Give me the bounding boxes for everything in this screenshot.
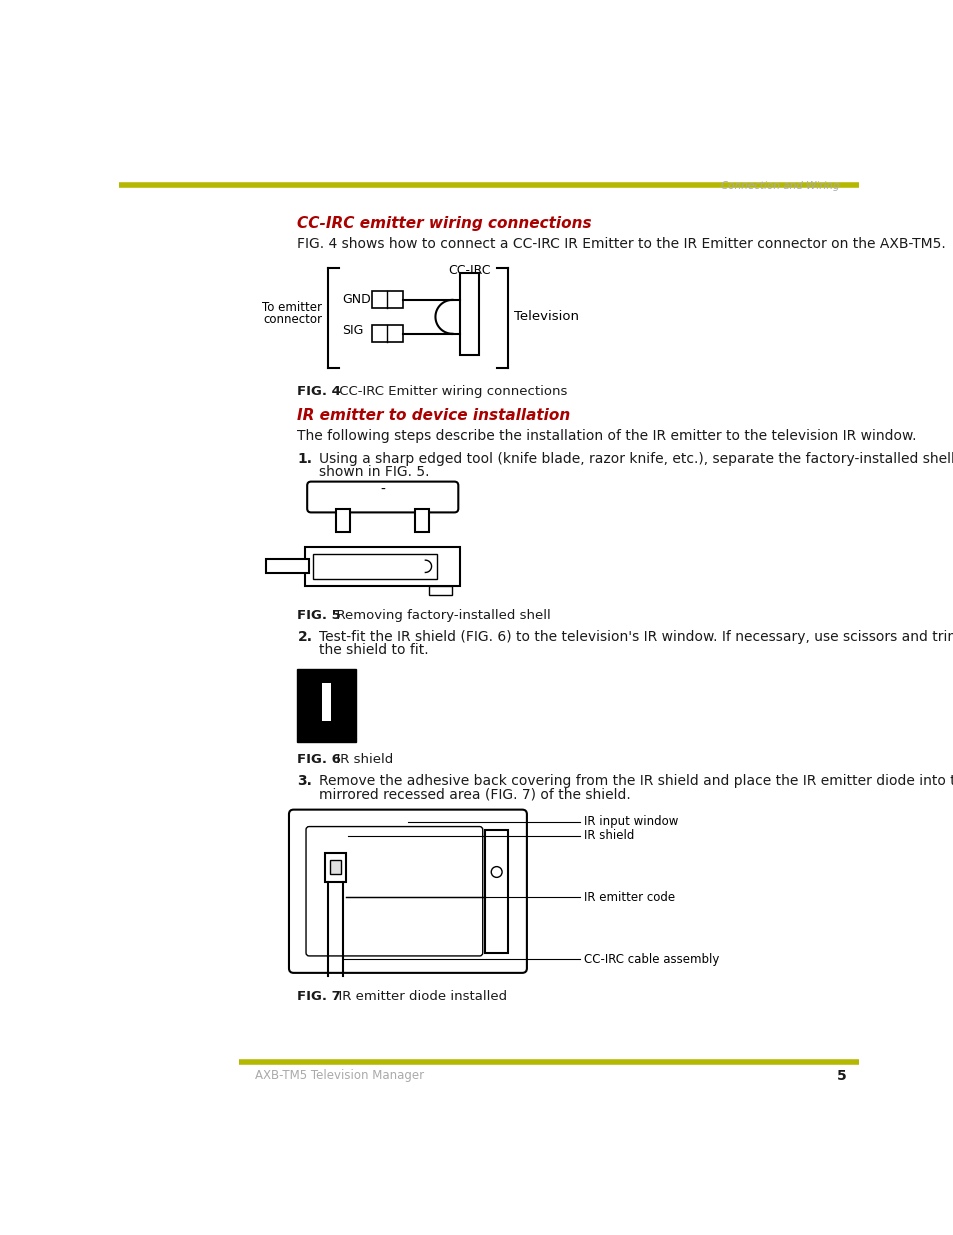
Text: mirrored recessed area (FIG. 7) of the shield.: mirrored recessed area (FIG. 7) of the s… bbox=[319, 787, 630, 802]
Text: IR shield: IR shield bbox=[328, 752, 394, 766]
Text: FIG. 6: FIG. 6 bbox=[297, 752, 341, 766]
Text: 3.: 3. bbox=[297, 774, 312, 788]
Text: FIG. 4 shows how to connect a CC-IRC IR Emitter to the IR Emitter connector on t: FIG. 4 shows how to connect a CC-IRC IR … bbox=[297, 237, 945, 251]
Text: the shield to fit.: the shield to fit. bbox=[319, 643, 429, 657]
FancyBboxPatch shape bbox=[289, 810, 526, 973]
Text: 5: 5 bbox=[836, 1070, 845, 1083]
Text: CC-IRC cable assembly: CC-IRC cable assembly bbox=[583, 952, 719, 966]
Text: AXB-TM5 Television Manager: AXB-TM5 Television Manager bbox=[254, 1070, 423, 1082]
Bar bbox=[459, 273, 478, 354]
FancyBboxPatch shape bbox=[306, 826, 482, 956]
Bar bbox=[429, 585, 452, 595]
Bar bbox=[415, 509, 429, 531]
Text: Remove the adhesive back covering from the IR shield and place the IR emitter di: Remove the adhesive back covering from t… bbox=[319, 774, 953, 788]
Bar bbox=[335, 509, 350, 531]
Text: IR emitter diode installed: IR emitter diode installed bbox=[330, 989, 507, 1003]
Bar bbox=[313, 555, 436, 579]
Bar bbox=[322, 683, 331, 721]
Bar bbox=[266, 559, 309, 573]
Bar bbox=[330, 861, 340, 874]
Text: Television: Television bbox=[514, 310, 578, 322]
Text: Test-fit the IR shield (FIG. 6) to the television's IR window. If necessary, use: Test-fit the IR shield (FIG. 6) to the t… bbox=[319, 630, 953, 645]
Text: SIG: SIG bbox=[342, 325, 363, 337]
Bar bbox=[324, 852, 346, 882]
Text: Connection and Wiring: Connection and Wiring bbox=[720, 180, 840, 190]
Text: CC-IRC Emitter wiring connections: CC-IRC Emitter wiring connections bbox=[335, 384, 566, 398]
Text: CC-IRC: CC-IRC bbox=[448, 264, 490, 277]
Bar bbox=[297, 668, 355, 742]
Bar bbox=[372, 291, 402, 309]
Text: CC-IRC emitter wiring connections: CC-IRC emitter wiring connections bbox=[297, 216, 592, 231]
Text: 1.: 1. bbox=[297, 452, 313, 466]
Text: FIG. 5: FIG. 5 bbox=[297, 609, 341, 621]
Text: IR emitter code: IR emitter code bbox=[583, 890, 675, 904]
Text: shown in FIG. 5.: shown in FIG. 5. bbox=[319, 464, 429, 479]
Text: The following steps describe the installation of the IR emitter to the televisio: The following steps describe the install… bbox=[297, 430, 916, 443]
Text: GND: GND bbox=[342, 294, 371, 306]
FancyBboxPatch shape bbox=[307, 482, 457, 513]
Text: connector: connector bbox=[263, 312, 322, 326]
Text: FIG. 7: FIG. 7 bbox=[297, 989, 341, 1003]
Text: Removing factory-installed shell: Removing factory-installed shell bbox=[328, 609, 551, 621]
Text: -: - bbox=[380, 483, 385, 498]
Bar bbox=[372, 325, 402, 342]
Text: Using a sharp edged tool (knife blade, razor knife, etc.), separate the factory-: Using a sharp edged tool (knife blade, r… bbox=[319, 452, 953, 466]
Text: To emitter: To emitter bbox=[262, 301, 322, 314]
Text: IR shield: IR shield bbox=[583, 830, 634, 842]
Text: IR input window: IR input window bbox=[583, 815, 678, 829]
Bar bbox=[305, 547, 459, 585]
Bar bbox=[484, 830, 508, 953]
Text: IR emitter to device installation: IR emitter to device installation bbox=[297, 409, 570, 424]
Circle shape bbox=[491, 867, 501, 877]
Text: 2.: 2. bbox=[297, 630, 313, 645]
Text: FIG. 4: FIG. 4 bbox=[297, 384, 341, 398]
